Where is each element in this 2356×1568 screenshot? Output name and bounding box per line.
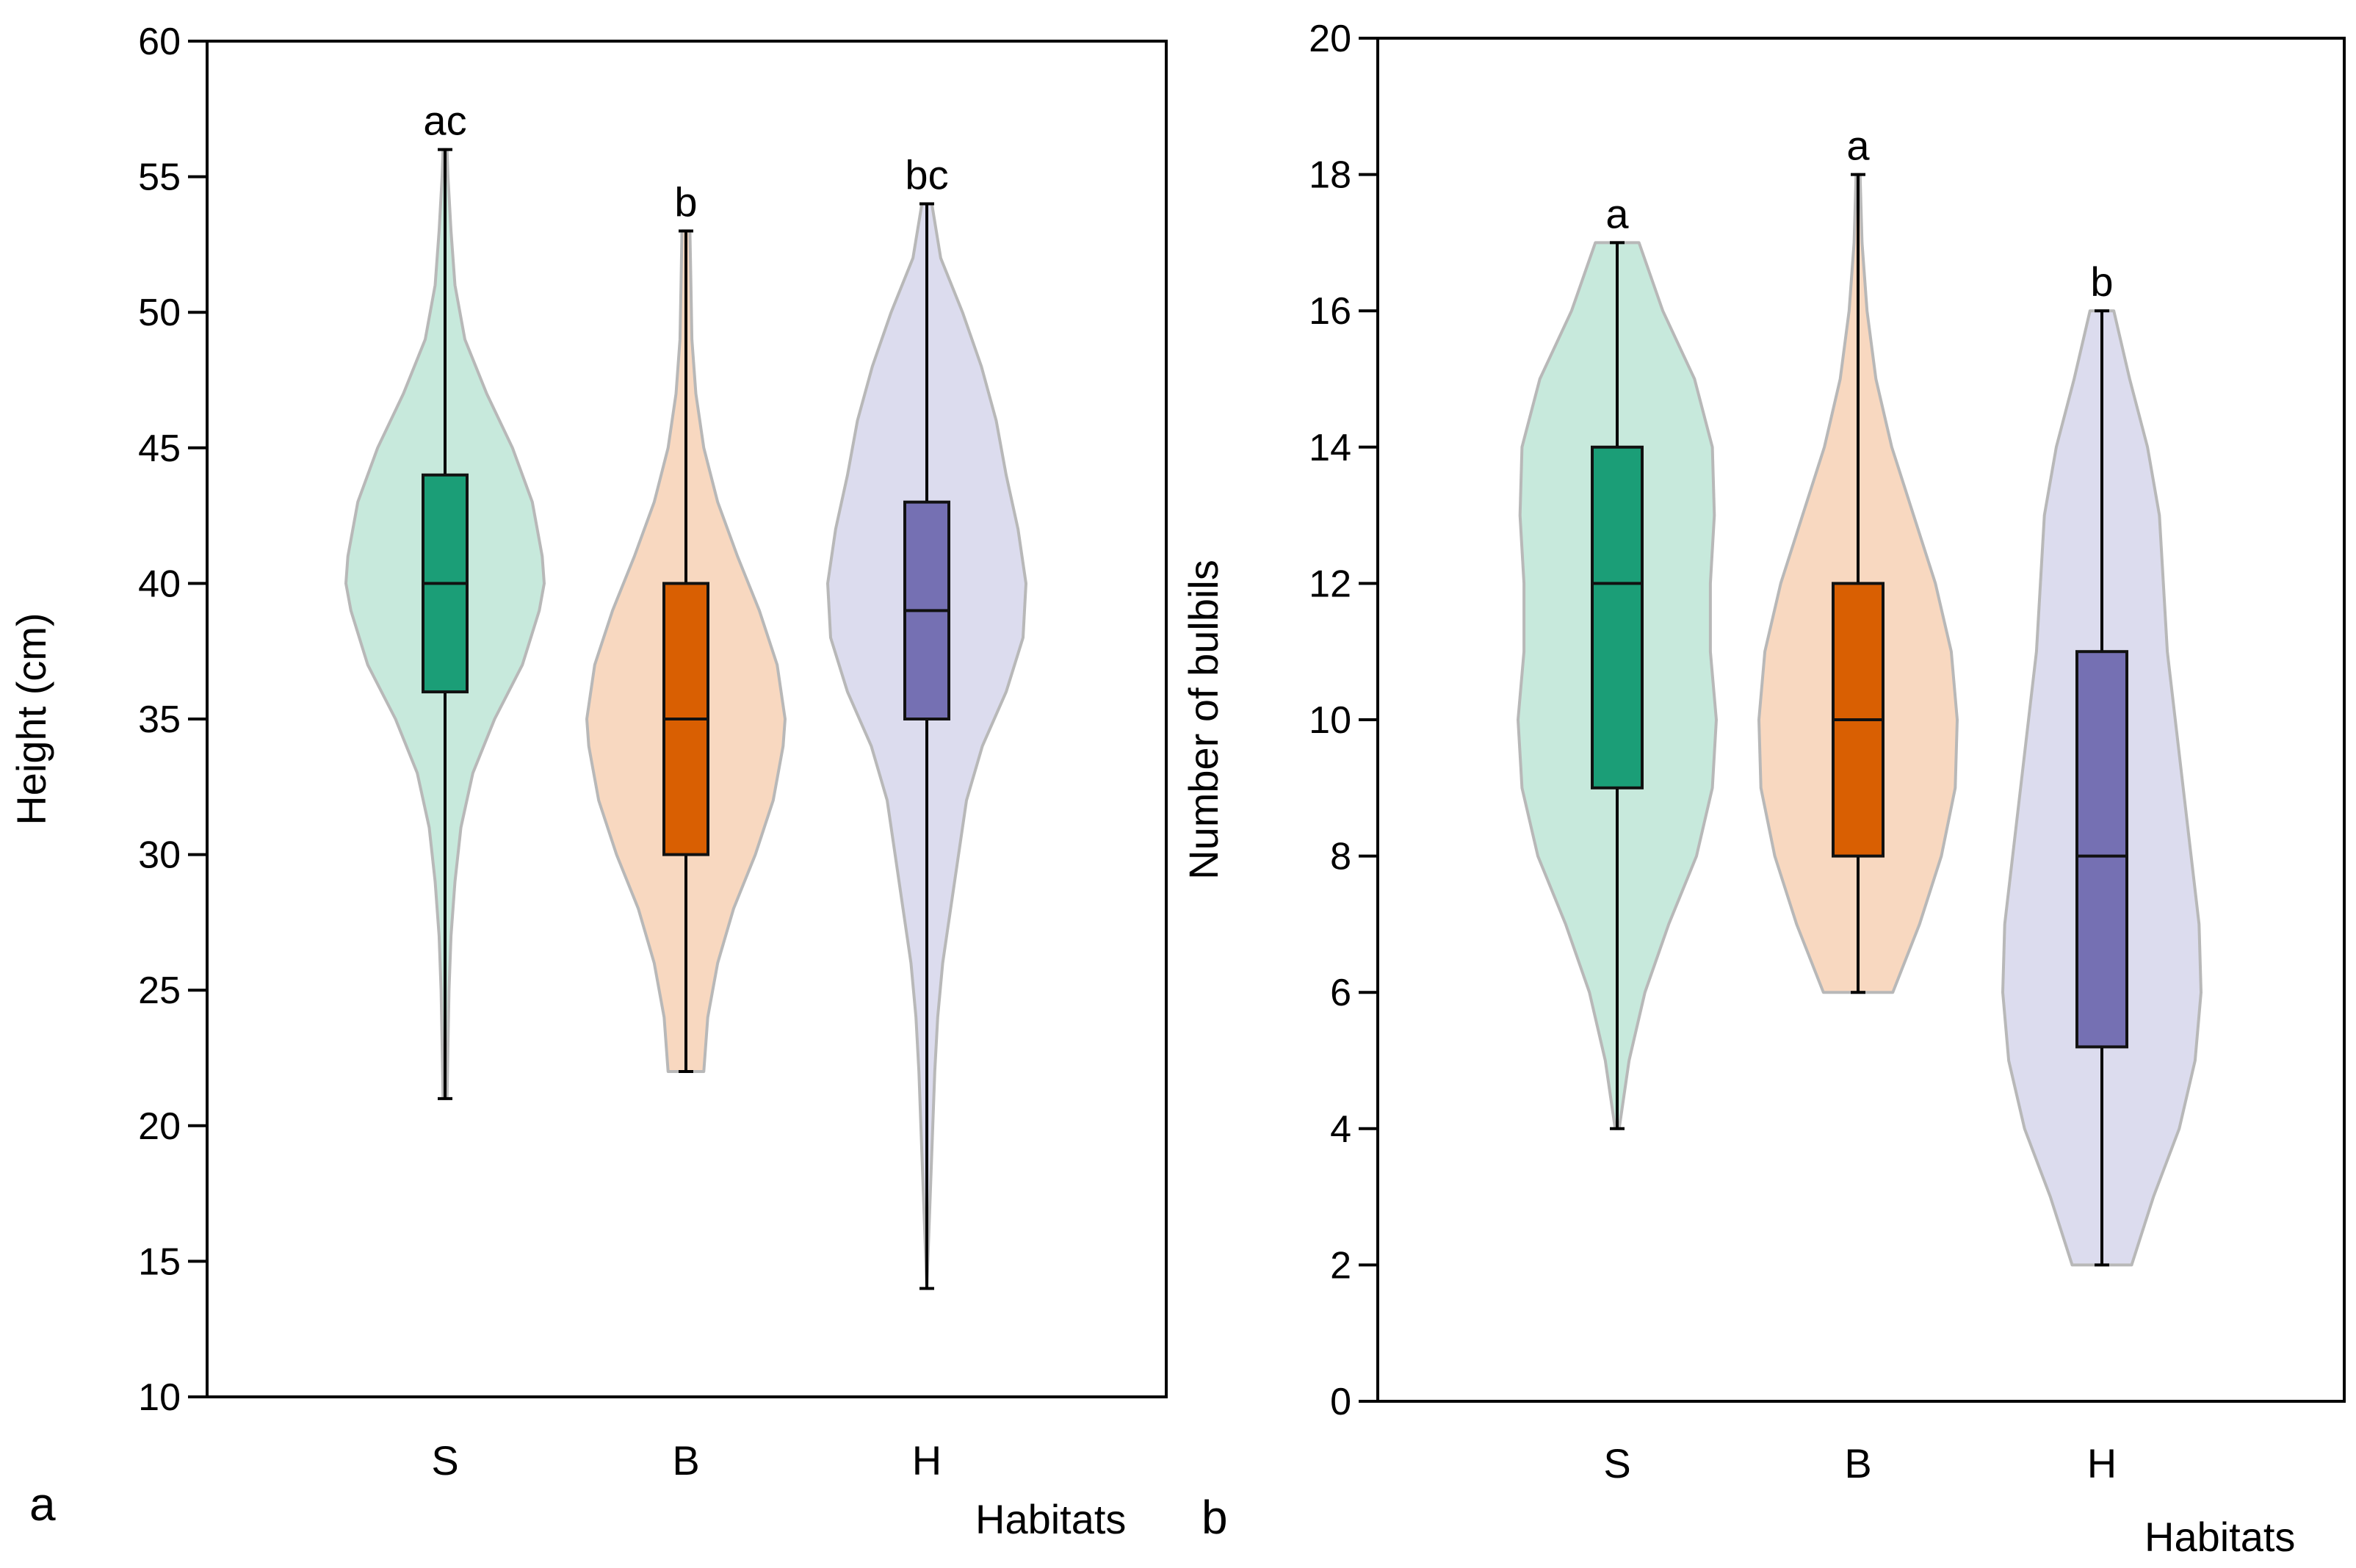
x-tick-label-S: S [1603,1440,1630,1486]
y-tick-label: 45 [138,427,181,470]
significance-letters-S: a [1605,190,1629,236]
x-tick-label-B: B [672,1437,699,1484]
x-axis-title: Habitats [975,1496,1126,1542]
y-tick-label: 20 [138,1105,181,1148]
y-tick-label: 30 [138,834,181,877]
y-tick-label: 35 [138,698,181,741]
y-tick-label: 12 [1309,563,1351,605]
y-tick-label: 4 [1330,1108,1351,1151]
y-tick-label: 40 [138,563,181,605]
y-tick-label: 60 [138,21,181,63]
x-tick-label-B: B [1844,1440,1871,1486]
y-tick-label: 20 [1309,18,1351,60]
y-tick-label: 15 [138,1240,181,1283]
y-tick-label: 14 [1309,427,1351,469]
x-tick-label-H: H [2087,1440,2117,1486]
y-axis-title: Height (cm) [8,613,54,825]
x-tick-label-H: H [912,1437,942,1484]
y-tick-label: 8 [1330,836,1351,878]
y-tick-label: 50 [138,292,181,334]
significance-letters-H: bc [905,152,948,198]
y-tick-label: 10 [138,1376,181,1419]
panel-label: a [29,1478,56,1531]
significance-letters-S: ac [423,98,466,144]
y-tick-label: 10 [1309,699,1351,742]
y-tick-label: 6 [1330,972,1351,1014]
significance-letters-B: b [674,178,697,225]
panel-a: ac Sb Bbc H 10 15 20 25 30 35 40 45 50 55 60 Height (cm… [8,21,1168,1542]
y-tick-label: 16 [1309,290,1351,333]
significance-letters-B: a [1846,123,1870,169]
iqr-box-H [2075,650,2128,1049]
iqr-box-S [1591,445,1644,790]
panel-label: b [1202,1491,1228,1544]
panel-b: a Sa Bb H 0 2 4 6 8 10 12 14 16 18 20 Number of bulbils… [1180,18,2346,1560]
y-tick-label: 0 [1330,1381,1351,1423]
y-tick-label: 18 [1309,154,1351,197]
x-tick-label-S: S [431,1437,458,1484]
significance-letters-H: b [2090,259,2113,305]
y-tick-label: 25 [138,969,181,1012]
x-axis-title: Habitats [2144,1514,2295,1560]
y-tick-label: 2 [1330,1244,1351,1287]
y-tick-label: 55 [138,156,181,199]
y-axis-title: Number of bulbils [1180,560,1226,880]
